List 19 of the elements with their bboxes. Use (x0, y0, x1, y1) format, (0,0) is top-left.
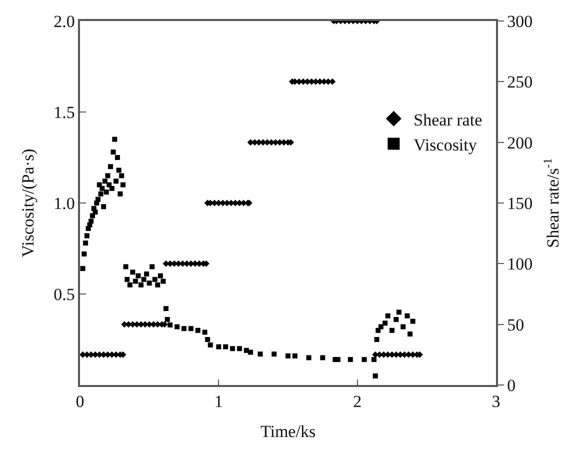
x-tick-label: 0 (76, 392, 84, 412)
legend-label: Shear rate (414, 110, 482, 130)
y2-tick-label: 300 (507, 12, 533, 31)
y-tick-label: 0.5 (54, 284, 75, 304)
x-tick-label: 1 (214, 392, 223, 412)
y2-tick-label: 150 (507, 194, 533, 213)
y-tick-label: 1.0 (54, 194, 75, 213)
y-tick-label: 1.5 (54, 102, 75, 122)
legend-label: Viscosity (414, 135, 478, 154)
x-tick-label: 2 (353, 392, 362, 412)
y2-tick-label: 200 (507, 133, 533, 152)
y-axis-title: Viscosity/(Pa·s) (18, 148, 38, 258)
y2-tick-label: 100 (507, 254, 533, 274)
y2-tick-label: 0 (507, 376, 516, 395)
x-tick-label: 3 (492, 392, 500, 412)
y-tick-label: 2.0 (54, 12, 75, 31)
y2-tick-label: 50 (507, 315, 524, 334)
y2-tick-label: 250 (507, 72, 533, 92)
x-axis-title: Time/ks (260, 422, 316, 442)
